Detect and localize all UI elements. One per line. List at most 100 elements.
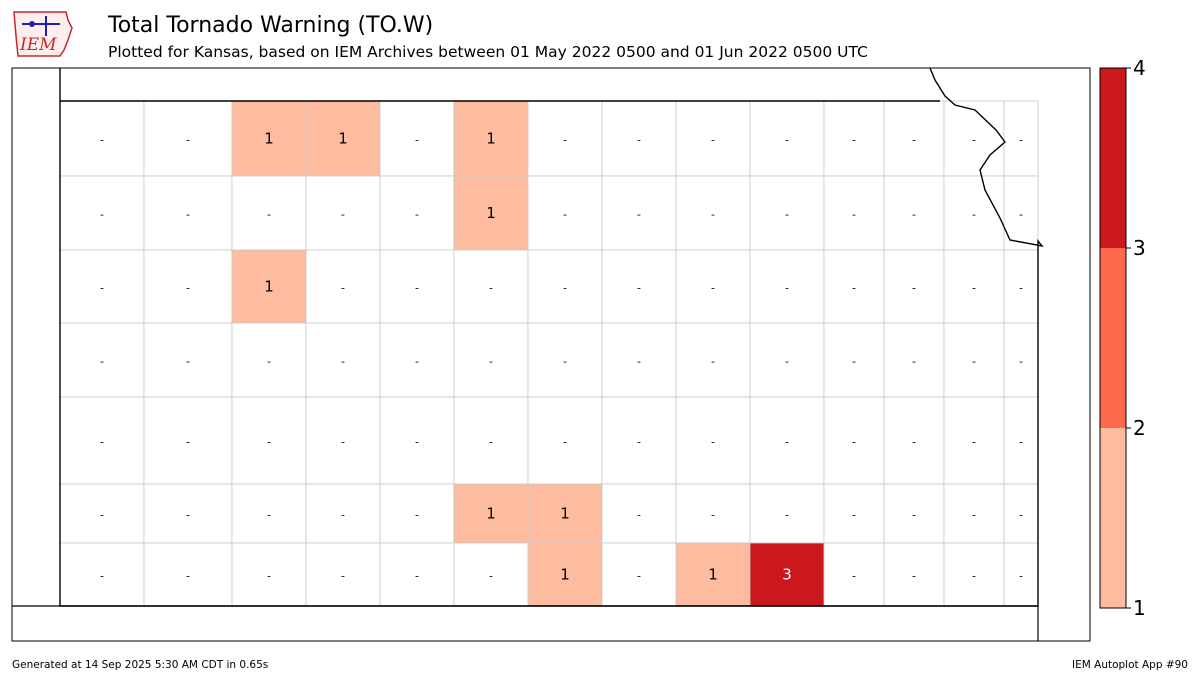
logo-text: IEM xyxy=(19,35,57,55)
county-no-data-mark: - xyxy=(489,570,493,583)
county-no-data-mark: - xyxy=(415,570,419,583)
county-no-data-mark: - xyxy=(341,570,345,583)
county-cell xyxy=(943,396,1005,485)
county-no-data-mark: - xyxy=(972,355,976,368)
county-no-data-mark: - xyxy=(1019,509,1023,522)
county-no-data-mark: - xyxy=(785,282,789,295)
county-cell xyxy=(453,249,529,324)
county-cell xyxy=(1003,249,1039,324)
county-value-label: 1 xyxy=(264,278,274,296)
county-no-data-mark: - xyxy=(489,355,493,368)
county-cell xyxy=(379,100,455,177)
county-no-data-mark: - xyxy=(341,282,345,295)
county-no-data-mark: - xyxy=(563,282,567,295)
county-no-data-mark: - xyxy=(1019,282,1023,295)
chart-subtitle: Plotted for Kansas, based on IEM Archive… xyxy=(108,43,868,61)
county-cell xyxy=(823,396,885,485)
county-cell xyxy=(601,483,677,544)
county-no-data-mark: - xyxy=(100,436,104,449)
county-no-data-mark: - xyxy=(563,436,567,449)
county-cell xyxy=(601,322,677,398)
county-no-data-mark: - xyxy=(972,208,976,221)
county-no-data-mark: - xyxy=(912,436,916,449)
county-cell xyxy=(749,322,825,398)
county-cell xyxy=(943,100,1005,177)
county-cell xyxy=(943,322,1005,398)
county-no-data-mark: - xyxy=(711,282,715,295)
county-cell xyxy=(379,322,455,398)
county-no-data-mark: - xyxy=(852,355,856,368)
county-cell xyxy=(143,483,233,544)
county-no-data-mark: - xyxy=(186,570,190,583)
county-no-data-mark: - xyxy=(912,570,916,583)
county-cell xyxy=(305,100,381,177)
county-cell xyxy=(231,175,307,251)
neighbor-boundary xyxy=(12,605,1039,641)
county-cell xyxy=(823,322,885,398)
county-no-data-mark: - xyxy=(100,355,104,368)
county-cell xyxy=(883,483,945,544)
county-value-label: 1 xyxy=(486,204,496,222)
county-no-data-mark: - xyxy=(100,134,104,147)
county-no-data-mark: - xyxy=(100,208,104,221)
county-no-data-mark: - xyxy=(785,509,789,522)
county-no-data-mark: - xyxy=(637,282,641,295)
county-cell xyxy=(527,542,603,607)
county-cell xyxy=(527,100,603,177)
county-cell xyxy=(749,249,825,324)
county-cell xyxy=(305,542,381,607)
county-no-data-mark: - xyxy=(186,282,190,295)
county-value-label: 3 xyxy=(782,566,792,584)
county-cell xyxy=(943,542,1005,607)
county-no-data-mark: - xyxy=(711,355,715,368)
county-cell xyxy=(883,542,945,607)
county-layer xyxy=(59,100,1039,607)
county-no-data-mark: - xyxy=(972,570,976,583)
county-no-data-mark: - xyxy=(912,509,916,522)
county-no-data-mark: - xyxy=(489,282,493,295)
county-no-data-mark: - xyxy=(267,570,271,583)
county-cell xyxy=(453,542,529,607)
county-cell xyxy=(883,175,945,251)
county-cell xyxy=(231,542,307,607)
county-value-label: 1 xyxy=(486,505,496,523)
county-no-data-mark: - xyxy=(1019,355,1023,368)
colorbar xyxy=(1099,67,1131,609)
county-cell xyxy=(675,542,751,607)
county-value-label: 1 xyxy=(708,566,718,584)
county-no-data-mark: - xyxy=(852,436,856,449)
county-value-label: 1 xyxy=(338,130,348,148)
county-no-data-mark: - xyxy=(711,208,715,221)
county-cell xyxy=(143,175,233,251)
county-no-data-mark: - xyxy=(912,134,916,147)
county-cell xyxy=(883,396,945,485)
county-no-data-mark: - xyxy=(415,208,419,221)
county-no-data-mark: - xyxy=(341,436,345,449)
county-no-data-mark: - xyxy=(489,436,493,449)
app-label: IEM Autoplot App #90 xyxy=(1072,659,1188,671)
county-cell xyxy=(305,483,381,544)
county-cell xyxy=(379,396,455,485)
county-no-data-mark: - xyxy=(563,355,567,368)
iem-logo: IEM xyxy=(13,11,73,57)
county-cell xyxy=(883,100,945,177)
county-no-data-mark: - xyxy=(711,134,715,147)
county-no-data-mark: - xyxy=(186,436,190,449)
county-cell xyxy=(675,100,751,177)
county-no-data-mark: - xyxy=(415,355,419,368)
county-cell xyxy=(749,175,825,251)
county-cell xyxy=(943,249,1005,324)
county-no-data-mark: - xyxy=(415,282,419,295)
county-no-data-mark: - xyxy=(785,208,789,221)
county-cell xyxy=(143,396,233,485)
county-cell xyxy=(453,322,529,398)
county-cell xyxy=(305,396,381,485)
county-no-data-mark: - xyxy=(912,208,916,221)
county-no-data-mark: - xyxy=(711,436,715,449)
county-no-data-mark: - xyxy=(637,509,641,522)
county-cell xyxy=(59,483,145,544)
county-no-data-mark: - xyxy=(852,570,856,583)
county-cell xyxy=(823,100,885,177)
county-no-data-mark: - xyxy=(637,436,641,449)
county-no-data-mark: - xyxy=(852,509,856,522)
